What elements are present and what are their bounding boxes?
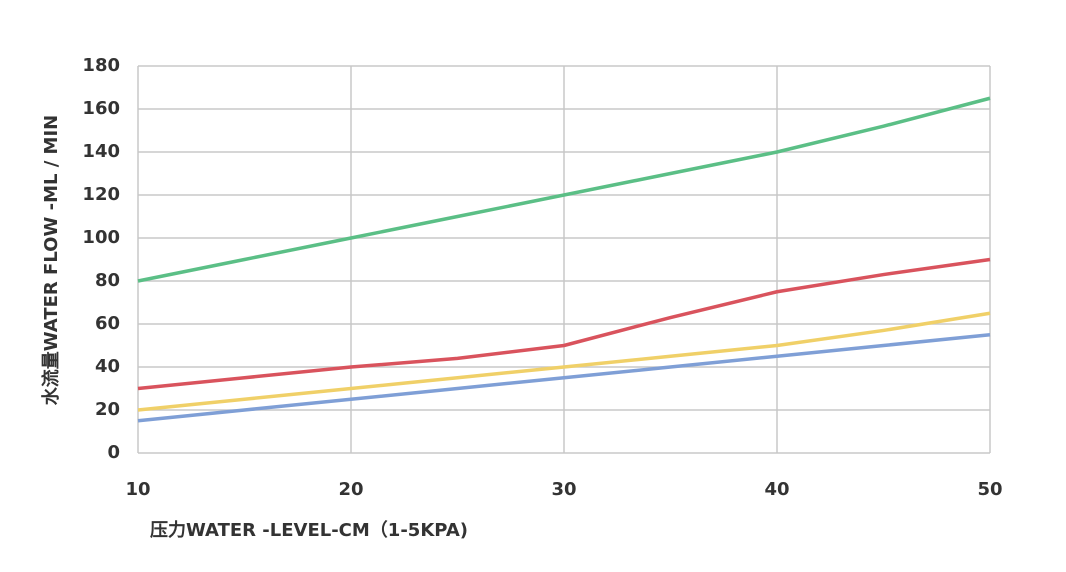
x-tick-label: 10 (125, 479, 150, 500)
y-tick-label: 60 (95, 313, 120, 334)
y-tick-label: 0 (107, 442, 120, 463)
y-tick-label: 120 (82, 184, 120, 205)
y-tick-label: 180 (82, 55, 120, 76)
y-tick-label: 140 (82, 141, 120, 162)
x-tick-label: 40 (764, 479, 789, 500)
y-tick-label: 40 (95, 356, 120, 377)
data-line (137, 96, 991, 283)
data-line (137, 311, 991, 412)
y-tick-label: 80 (95, 270, 120, 291)
data-line (137, 333, 991, 423)
data-line (137, 257, 991, 391)
x-axis-title: 压力WATER -LEVEL-CM（1-5KPA) (150, 520, 468, 541)
x-tick-label: 20 (338, 479, 363, 500)
y-tick-label: 100 (82, 227, 120, 248)
y-tick-label: 160 (82, 98, 120, 119)
x-tick-label: 30 (551, 479, 576, 500)
y-axis-title: 水流量WATER FLOW -ML / MIN (40, 115, 62, 405)
x-tick-label: 50 (977, 479, 1002, 500)
y-tick-label: 20 (95, 399, 120, 420)
